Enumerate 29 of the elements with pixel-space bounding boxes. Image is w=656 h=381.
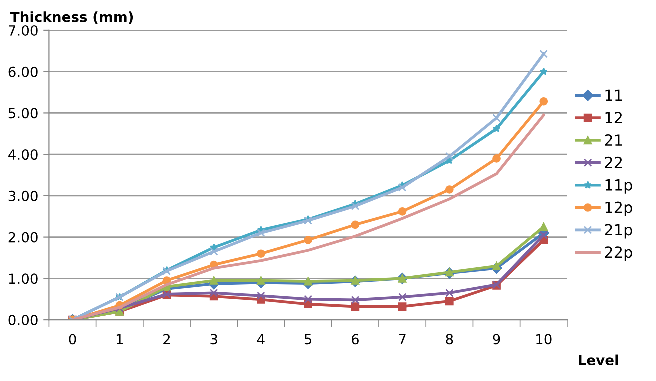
x-axis-title: Level	[579, 354, 618, 366]
y-tick-label: 6.00	[8, 66, 38, 78]
x-tick-label: 7	[399, 334, 406, 344]
y-tick-label: 0.00	[8, 315, 38, 326]
legend-label: 22	[605, 156, 622, 168]
x-tick-label: 3	[210, 334, 218, 345]
legend-label: 21p	[605, 224, 632, 239]
y-tick-label: 7.00	[9, 25, 38, 36]
y-tick-label: 3.00	[8, 190, 38, 202]
legend-label: 11p	[606, 180, 632, 194]
x-tick-label: 5	[304, 334, 312, 345]
x-tick-label: 10	[536, 334, 552, 345]
y-tick-label: 1.00	[9, 274, 38, 284]
legend-label: 12	[606, 112, 622, 124]
x-tick-label: 2	[164, 334, 170, 344]
legend-label: 12p	[606, 202, 632, 216]
legend-label: 11	[606, 90, 622, 101]
y-tick-label: 4.00	[8, 150, 38, 160]
y-tick-label: 2.00	[8, 232, 38, 243]
x-tick-label: 6	[352, 334, 359, 345]
y-tick-label: 5.00	[8, 108, 38, 119]
legend-label: 22p	[605, 246, 632, 262]
x-tick-label: 4	[257, 334, 265, 344]
x-tick-label: 0	[69, 334, 76, 345]
y-axis-title: Thickness (mm)	[10, 12, 134, 24]
x-tick-label: 1	[116, 334, 124, 344]
legend-label: 21	[605, 134, 622, 146]
x-tick-label: 9	[493, 334, 500, 345]
x-tick-label: 8	[446, 334, 454, 345]
